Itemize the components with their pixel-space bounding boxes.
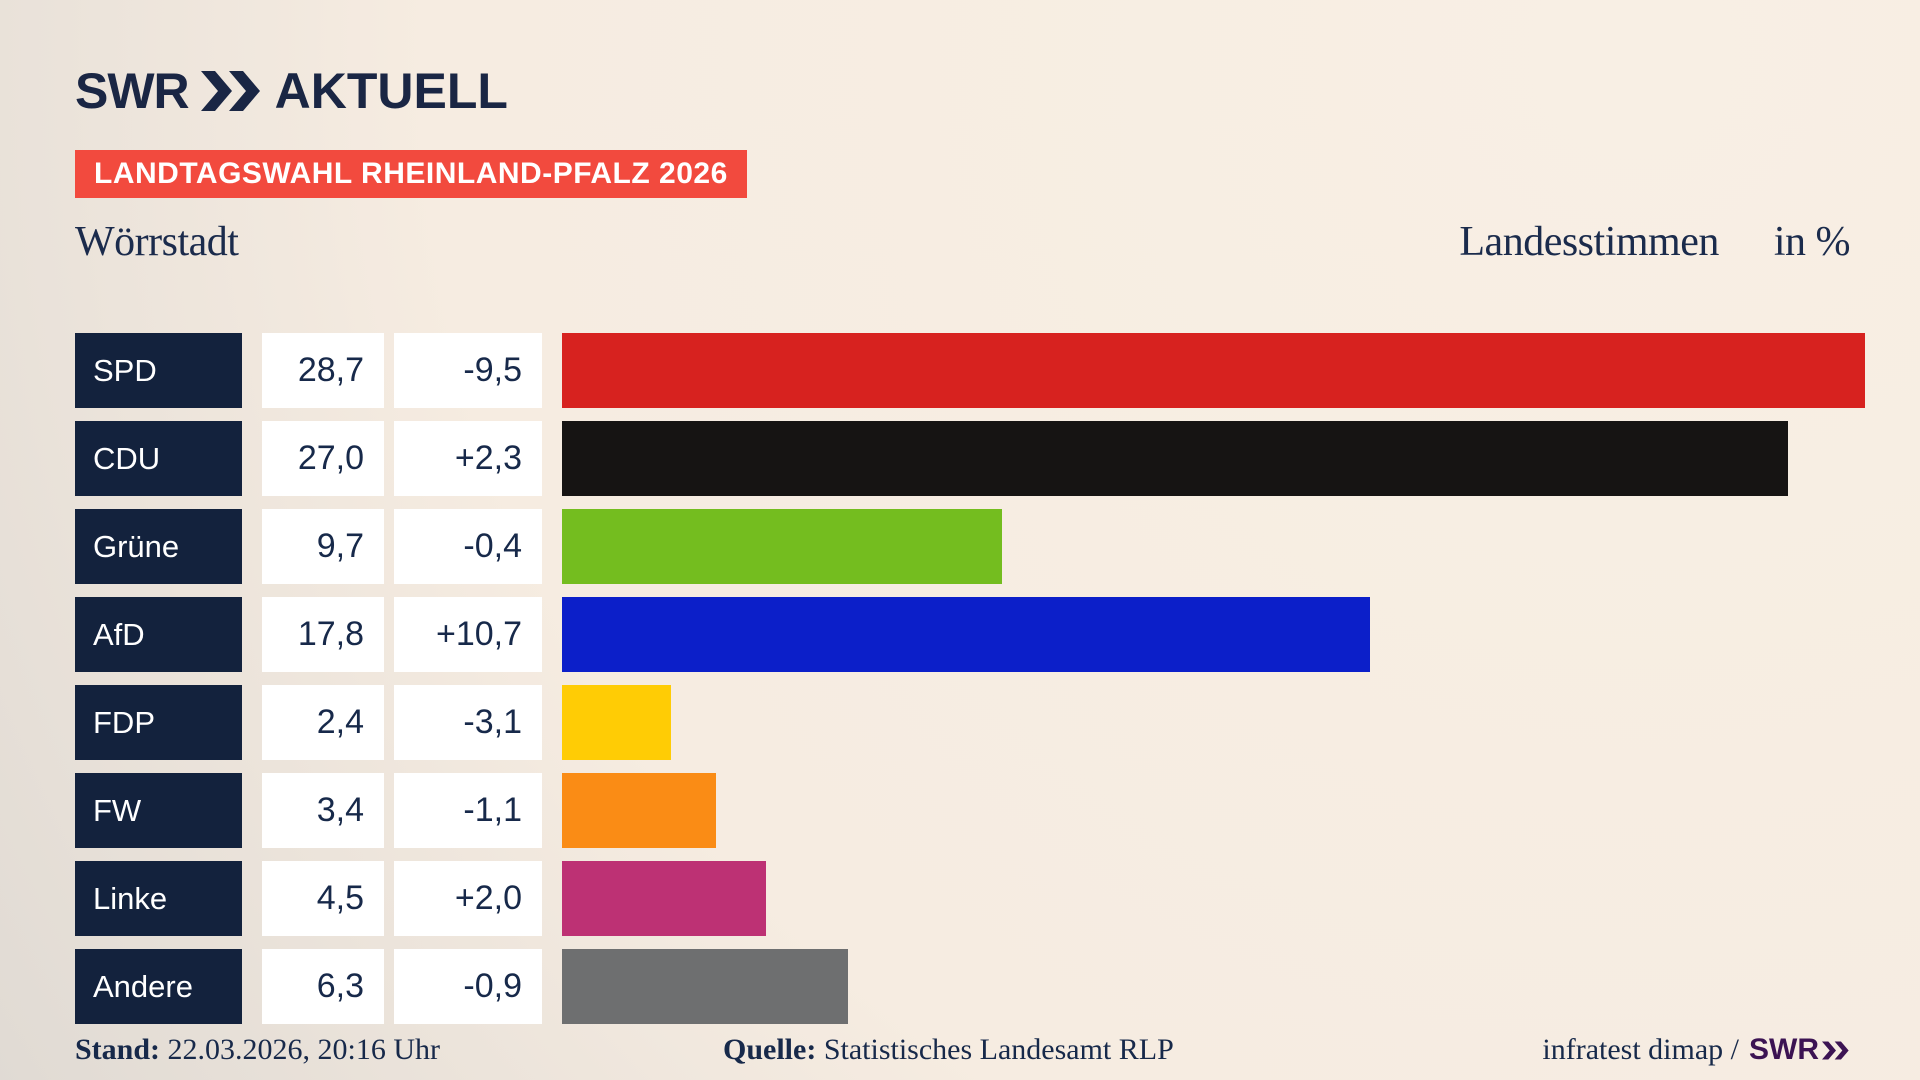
value-cell: 4,5	[262, 861, 384, 936]
change-cell: -9,5	[394, 333, 542, 408]
stand-timestamp: Stand: 22.03.2026, 20:16 Uhr	[75, 1033, 440, 1067]
party-label: CDU	[75, 421, 242, 496]
party-label: FW	[75, 773, 242, 848]
value-cell: 9,7	[262, 509, 384, 584]
title-row: Wörrstadt Landesstimmen in %	[75, 218, 1851, 266]
value-cell: 6,3	[262, 949, 384, 1024]
change-cell: -3,1	[394, 685, 542, 760]
results-table: SPD 28,7 -9,5 CDU 27,0 +2,3 Grüne 9,7 -0…	[75, 333, 1865, 1024]
swr-chevrons-icon	[200, 71, 263, 111]
table-row: SPD 28,7 -9,5	[75, 333, 1865, 408]
quelle-value: Statistisches Landesamt RLP	[823, 1033, 1174, 1066]
table-row: Grüne 9,7 -0,4	[75, 509, 1865, 584]
credit-swr-text: SWR	[1749, 1033, 1819, 1066]
result-bar	[562, 685, 671, 760]
change-cell: +2,0	[394, 861, 542, 936]
change-cell: +10,7	[394, 597, 542, 672]
table-row: Andere 6,3 -0,9	[75, 949, 1865, 1024]
aktuell-logo-text: AKTUELL	[274, 63, 508, 119]
change-cell: -1,1	[394, 773, 542, 848]
swr-logo-text: SWR	[75, 63, 190, 119]
credit-swr-chevrons-icon	[1822, 1040, 1849, 1060]
credit-note: infratest dimap / SWR	[1542, 1033, 1850, 1067]
credit-swr-brand: SWR	[1749, 1033, 1850, 1067]
result-bar	[562, 773, 716, 848]
municipality-title: Wörrstadt	[75, 219, 239, 265]
party-label: AfD	[75, 597, 242, 672]
value-cell: 27,0	[262, 421, 384, 496]
quelle-label: Quelle:	[723, 1033, 817, 1066]
table-row: Linke 4,5 +2,0	[75, 861, 1865, 936]
vote-type-heading: Landesstimmen in %	[1459, 218, 1850, 266]
credit-text: infratest dimap /	[1542, 1033, 1739, 1066]
change-cell: +2,3	[394, 421, 542, 496]
stand-label: Stand:	[75, 1033, 161, 1066]
table-row: FDP 2,4 -3,1	[75, 685, 1865, 760]
result-bar	[562, 509, 1002, 584]
party-label: Andere	[75, 949, 242, 1024]
result-bar	[562, 597, 1370, 672]
table-row: FW 3,4 -1,1	[75, 773, 1865, 848]
value-cell: 2,4	[262, 685, 384, 760]
change-cell: -0,4	[394, 509, 542, 584]
party-label: Grüne	[75, 509, 242, 584]
party-label: Linke	[75, 861, 242, 936]
source-note: Quelle: Statistisches Landesamt RLP	[723, 1033, 1174, 1067]
value-cell: 17,8	[262, 597, 384, 672]
change-cell: -0,9	[394, 949, 542, 1024]
result-bar	[562, 333, 1865, 408]
result-bar	[562, 861, 766, 936]
percent-unit-label: in %	[1773, 219, 1851, 265]
stand-value: 22.03.2026, 20:16 Uhr	[167, 1033, 441, 1066]
party-label: SPD	[75, 333, 242, 408]
result-bar	[562, 949, 848, 1024]
swr-aktuell-logo: SWR AKTUELL	[75, 62, 508, 120]
result-bar	[562, 421, 1788, 496]
vote-type-label: Landesstimmen	[1459, 219, 1719, 265]
election-badge: LANDTAGSWAHL RHEINLAND-PFALZ 2026	[75, 150, 747, 198]
table-row: CDU 27,0 +2,3	[75, 421, 1865, 496]
table-row: AfD 17,8 +10,7	[75, 597, 1865, 672]
value-cell: 3,4	[262, 773, 384, 848]
value-cell: 28,7	[262, 333, 384, 408]
party-label: FDP	[75, 685, 242, 760]
